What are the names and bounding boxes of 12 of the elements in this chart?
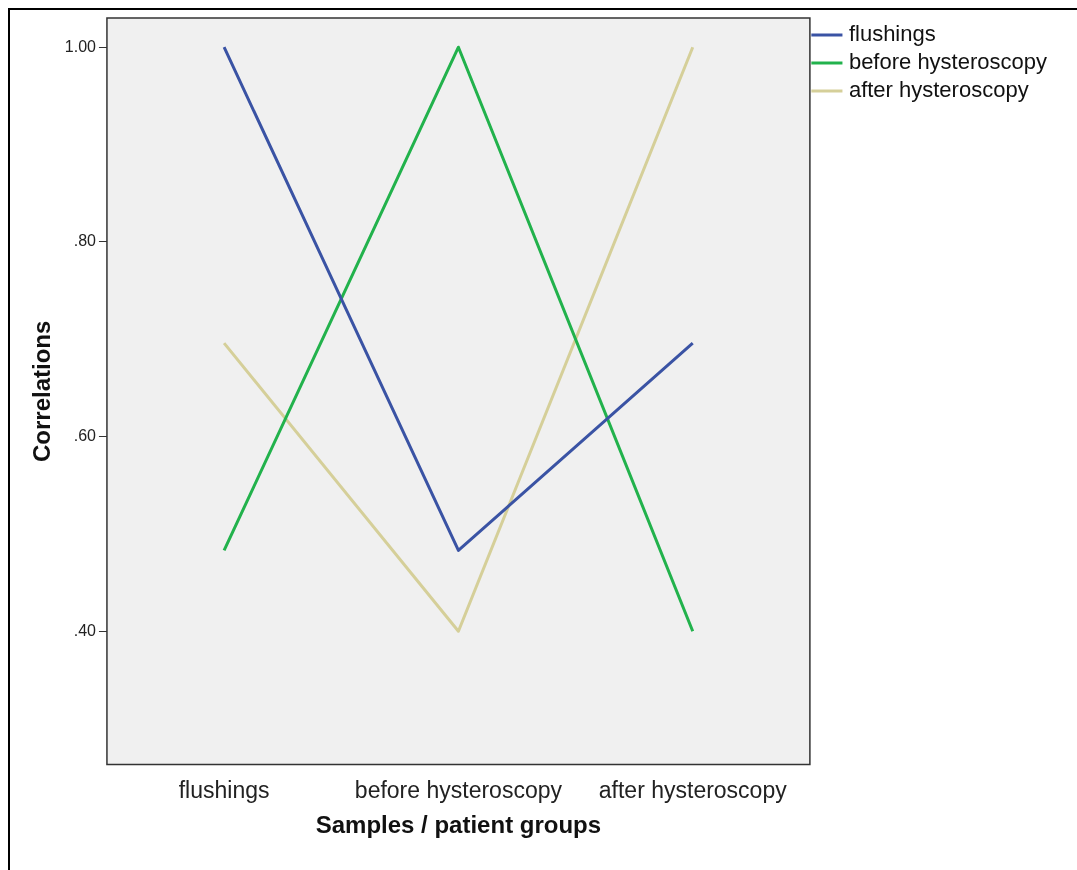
- x-tick-label: after hysteroscopy: [598, 776, 788, 803]
- y-tick-label: 1.00: [64, 37, 97, 55]
- y-tick-label: .80: [73, 232, 97, 250]
- y-tick-label: .60: [73, 426, 97, 444]
- x-tick-label: before hysteroscopy: [354, 776, 563, 803]
- x-axis-title: Samples / patient groups: [315, 811, 602, 839]
- legend-label: flushings: [848, 21, 936, 47]
- x-tick-label: flushings: [178, 776, 270, 803]
- y-tick-label: .40: [73, 621, 97, 639]
- legend-label: after hysteroscopy: [848, 77, 1029, 103]
- y-axis-title: Correlations: [28, 320, 56, 462]
- legend-label: before hysteroscopy: [848, 49, 1047, 75]
